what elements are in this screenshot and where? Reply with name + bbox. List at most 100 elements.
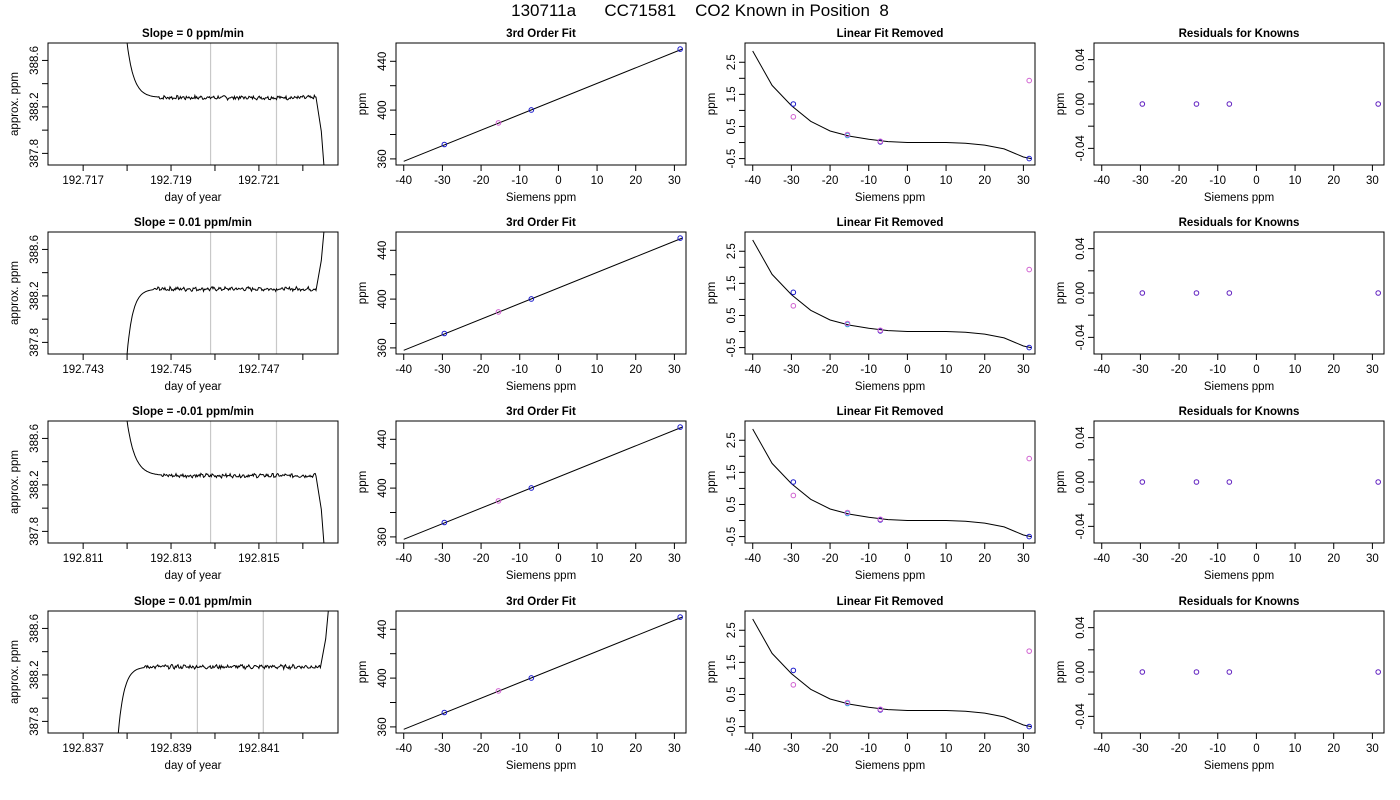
- data-point: [877, 516, 884, 523]
- x-tick-label: -20: [473, 175, 490, 187]
- data-point: [1375, 101, 1381, 107]
- y-axis-label: ppm: [706, 282, 718, 304]
- data-point: [1226, 101, 1233, 107]
- y-tick-label: -0.5: [726, 149, 738, 169]
- plot-frame: [395, 610, 687, 734]
- data-point: [844, 699, 851, 706]
- y-tick-label: 440: [377, 620, 389, 639]
- data-point: [1026, 266, 1032, 273]
- y-axis-label: ppm: [357, 93, 369, 115]
- y-tick-label: 0.00: [1075, 282, 1087, 304]
- y-axis-label: ppm: [357, 471, 369, 493]
- subplot-title: Linear Fit Removed: [837, 406, 944, 418]
- data-point: [528, 296, 535, 302]
- plot-frame: [744, 231, 1036, 355]
- x-tick-label: -20: [822, 364, 839, 376]
- x-tick-label: 30: [1366, 364, 1379, 376]
- data-point: [1026, 344, 1032, 351]
- data-point: [844, 509, 851, 516]
- x-tick-label: -30: [434, 743, 451, 755]
- x-tick-label: -10: [511, 743, 528, 755]
- plot-frame: [1093, 420, 1385, 544]
- x-tick-label: 30: [1366, 553, 1379, 565]
- x-tick-label: -30: [1132, 364, 1149, 376]
- x-tick-label: 0: [904, 175, 910, 187]
- x-axis-label: Siemens ppm: [1204, 570, 1274, 582]
- x-tick-label: 192.841: [238, 743, 280, 755]
- x-tick-label: 20: [1327, 743, 1340, 755]
- y-axis-label: approx. ppm: [9, 72, 21, 136]
- data-point: [1226, 290, 1233, 296]
- x-tick-label: 10: [940, 364, 953, 376]
- y-tick-label: 0.00: [1075, 93, 1087, 115]
- x-tick-label: 192.813: [150, 553, 192, 565]
- subplot-r2-c3: Linear Fit Removed -40 -30 -20 -10 0 10 20 30 -0.…: [706, 217, 1036, 393]
- y-tick-label: 0.5: [726, 307, 738, 323]
- y-axis-label: ppm: [1055, 282, 1067, 304]
- y-tick-label: 1.5: [726, 464, 738, 480]
- subplot-title: Slope = 0.01 ppm/min: [134, 596, 252, 608]
- x-tick-label: 0: [555, 743, 561, 755]
- x-axis-label: Siemens ppm: [855, 381, 925, 393]
- y-tick-label: 387.8: [29, 707, 41, 736]
- data-point: [1026, 77, 1032, 84]
- x-tick-label: -40: [1093, 743, 1110, 755]
- y-tick-label: 360: [377, 717, 389, 736]
- x-tick-label: -10: [860, 364, 877, 376]
- x-tick-label: -40: [1093, 175, 1110, 187]
- x-tick-label: 20: [978, 743, 991, 755]
- x-tick-label: -30: [434, 553, 451, 565]
- data-point: [441, 709, 448, 716]
- x-tick-label: 10: [940, 553, 953, 565]
- y-tick-label: 440: [377, 52, 389, 71]
- y-tick-label: 2.5: [726, 432, 738, 448]
- x-axis-label: Siemens ppm: [506, 760, 576, 772]
- y-tick-label: 388.2: [29, 471, 41, 500]
- x-tick-label: 0: [1253, 364, 1259, 376]
- y-tick-label: 388.2: [29, 282, 41, 311]
- y-tick-label: 2.5: [726, 54, 738, 70]
- x-tick-label: -10: [860, 553, 877, 565]
- data-point: [1193, 290, 1200, 296]
- x-tick-label: 30: [1017, 743, 1030, 755]
- fit-line: [403, 48, 683, 162]
- x-tick-label: 192.721: [238, 175, 280, 187]
- plot-area: [1139, 101, 1381, 107]
- y-tick-label: 0.5: [726, 686, 738, 702]
- data-point: [790, 682, 797, 688]
- data-point: [790, 667, 797, 674]
- y-tick-label: 440: [377, 241, 389, 260]
- data-point: [844, 131, 851, 138]
- y-tick-label: 388.6: [29, 614, 41, 643]
- x-tick-label: -30: [1132, 553, 1149, 565]
- plot-frame: [47, 231, 339, 355]
- x-tick-label: 0: [555, 364, 561, 376]
- plot-frame: [1093, 42, 1385, 166]
- plot-area: [752, 50, 1032, 162]
- plot-area: [752, 618, 1032, 730]
- x-tick-label: -10: [1209, 743, 1226, 755]
- plot-area: [1139, 290, 1381, 296]
- plot-frame: [744, 420, 1036, 544]
- trace-line: [117, 611, 329, 733]
- x-tick-label: 10: [940, 743, 953, 755]
- plot-frame: [395, 231, 687, 355]
- y-tick-label: 0.04: [1075, 237, 1087, 260]
- x-axis-label: Siemens ppm: [506, 192, 576, 204]
- subplot-r1-c4: Residuals for Knowns -40 -30 -20 -10 0 10 20 30 -…: [1055, 28, 1385, 204]
- x-tick-label: 20: [629, 553, 642, 565]
- subplot-title: 3rd Order Fit: [506, 406, 576, 418]
- data-point: [528, 485, 535, 491]
- x-tick-label: -10: [860, 743, 877, 755]
- y-tick-label: -0.04: [1075, 513, 1087, 540]
- y-tick-label: 400: [377, 101, 389, 120]
- fit-curve: [752, 50, 1032, 160]
- y-tick-label: 387.8: [29, 517, 41, 546]
- x-axis-label: Siemens ppm: [1204, 381, 1274, 393]
- x-tick-label: 192.811: [63, 553, 104, 565]
- x-tick-label: -30: [434, 364, 451, 376]
- y-tick-label: 440: [377, 430, 389, 449]
- plot-frame: [47, 420, 339, 544]
- y-tick-label: 2.5: [726, 622, 738, 638]
